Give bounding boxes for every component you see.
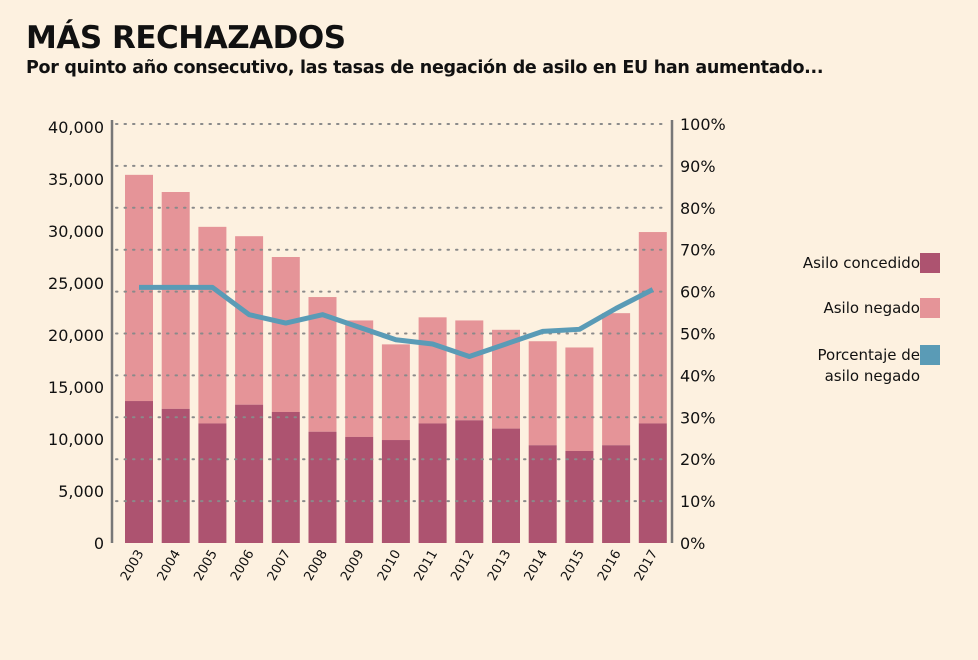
x-tick-label: 2004 [155,548,185,584]
x-tick-label: 2014 [522,548,552,584]
x-tick-label: 2009 [338,548,368,584]
legend-label-granted: Asilo concedido [802,254,920,272]
bar-granted-2010 [381,440,410,543]
x-tick-label: 2013 [485,548,515,584]
right-tick-label: 40% [680,366,716,385]
bar-denied-2006 [235,236,264,405]
legend-swatch-denied [920,298,940,318]
bar-granted-2003 [125,401,153,543]
right-tick-label: 30% [680,408,716,427]
bar-granted-2008 [308,431,337,543]
bar-granted-2016 [602,445,631,543]
x-tick-label: 2017 [632,548,662,584]
x-tick-label: 2012 [448,548,478,584]
left-tick-label: 15,000 [48,378,104,397]
x-tick-label: 2015 [558,548,588,584]
chart-title: MÁS RECHAZADOS [26,20,346,56]
bar-denied-2004 [161,192,190,409]
bar-granted-2006 [235,404,264,543]
left-tick-label: 40,000 [48,118,104,137]
x-tick-label: 2007 [265,548,295,584]
right-tick-label: 70% [680,241,716,260]
x-tick-label: 2008 [301,548,331,584]
bar-granted-2004 [161,408,190,543]
right-tick-label: 50% [680,325,716,344]
legend-swatch-granted [920,253,940,273]
bar-denied-2014 [528,341,557,446]
bar-granted-2013 [492,428,520,543]
legend-label-percent-line2: asilo negado [824,367,920,385]
bar-denied-2017 [638,232,667,424]
x-tick-label: 2003 [118,548,148,584]
bar-denied-2010 [381,344,410,441]
bar-granted-2011 [418,423,447,543]
x-tick-label: 2016 [595,548,625,584]
legend-label-percent: Porcentaje de asilo negado [818,345,921,387]
x-tick-label: 2005 [191,548,221,584]
bar-granted-2017 [638,423,667,543]
legend-label-denied: Asilo negado [823,299,920,317]
right-tick-label: 90% [680,157,716,176]
bar-denied-2015 [565,347,594,451]
left-tick-label: 25,000 [48,274,104,293]
x-tick-label: 2011 [412,548,442,584]
bar-granted-2005 [198,423,227,543]
right-tick-label: 10% [680,492,716,511]
left-tick-label: 0 [94,534,104,553]
right-tick-label: 20% [680,450,716,469]
left-tick-label: 35,000 [48,170,104,189]
x-tick-label: 2006 [228,548,258,584]
left-tick-label: 10,000 [48,430,104,449]
bar-denied-2009 [345,320,374,437]
bar-denied-2011 [418,317,447,424]
bar-denied-2016 [602,313,631,446]
bar-granted-2007 [271,411,300,543]
legend-swatch-percent [920,345,940,365]
left-tick-label: 20,000 [48,326,104,345]
bar-granted-2014 [528,445,557,543]
right-tick-label: 100% [680,115,726,134]
right-tick-label: 80% [680,199,716,218]
bar-denied-2012 [455,320,484,421]
x-tick-label: 2010 [375,548,405,584]
left-tick-label: 5,000 [58,482,104,501]
bar-denied-2005 [198,226,227,424]
left-tick-label: 30,000 [48,222,104,241]
bar-granted-2009 [345,436,374,543]
chart-subtitle: Por quinto año consecutivo, las tasas de… [26,58,824,78]
right-tick-label: 60% [680,283,716,302]
bar-granted-2015 [565,450,594,543]
right-tick-label: 0% [680,534,705,553]
bar-granted-2012 [455,420,484,543]
legend-label-percent-line1: Porcentaje de [817,346,921,364]
